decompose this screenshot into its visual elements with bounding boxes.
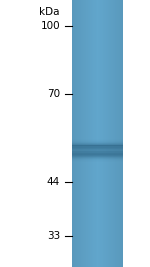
Bar [74, 0, 75, 267]
Bar [109, 0, 110, 267]
Bar [85, 0, 86, 267]
Bar [105, 0, 106, 267]
Bar [109, 0, 110, 267]
Bar [72, 0, 73, 267]
Bar [104, 0, 105, 267]
Bar [116, 0, 117, 267]
Bar [97, 0, 98, 267]
Bar [110, 0, 111, 267]
Bar [88, 0, 89, 267]
Bar [102, 0, 103, 267]
Bar [91, 0, 92, 267]
Bar [83, 0, 84, 267]
Bar [114, 0, 116, 267]
Bar [117, 0, 118, 267]
Bar [73, 0, 74, 267]
Text: 44: 44 [47, 176, 60, 187]
Bar [75, 0, 76, 267]
Bar [106, 0, 107, 267]
Bar [79, 0, 80, 267]
Bar [98, 0, 99, 267]
Bar [78, 0, 79, 267]
Bar [113, 0, 114, 267]
Bar [112, 0, 113, 267]
Bar [93, 0, 94, 267]
Text: 70: 70 [47, 89, 60, 99]
Bar [84, 0, 85, 267]
Bar [98, 0, 99, 267]
Bar [76, 0, 77, 267]
Bar [119, 0, 120, 267]
Bar [120, 0, 122, 267]
Bar [82, 0, 83, 267]
Bar [101, 0, 102, 267]
Bar [120, 0, 121, 267]
Bar [94, 0, 95, 267]
Bar [75, 0, 76, 267]
Bar [92, 0, 93, 267]
Bar [87, 0, 88, 267]
Bar [96, 0, 97, 267]
Bar [115, 0, 116, 267]
Bar [89, 0, 90, 267]
Bar [107, 0, 108, 267]
Bar [118, 0, 119, 267]
Bar [77, 0, 78, 267]
Bar [92, 0, 93, 267]
Bar [114, 0, 115, 267]
Bar [100, 0, 101, 267]
Text: 100: 100 [40, 21, 60, 32]
Bar [121, 0, 122, 267]
Bar [103, 0, 104, 267]
Bar [108, 0, 109, 267]
Bar [80, 0, 81, 267]
Bar [90, 0, 91, 267]
Text: kDa: kDa [39, 7, 60, 17]
Bar [86, 0, 87, 267]
Text: 33: 33 [47, 231, 60, 241]
Bar [99, 0, 100, 267]
Bar [111, 0, 112, 267]
Bar [103, 0, 104, 267]
Bar [81, 0, 82, 267]
Bar [95, 0, 96, 267]
Bar [122, 0, 123, 267]
Bar [86, 0, 87, 267]
